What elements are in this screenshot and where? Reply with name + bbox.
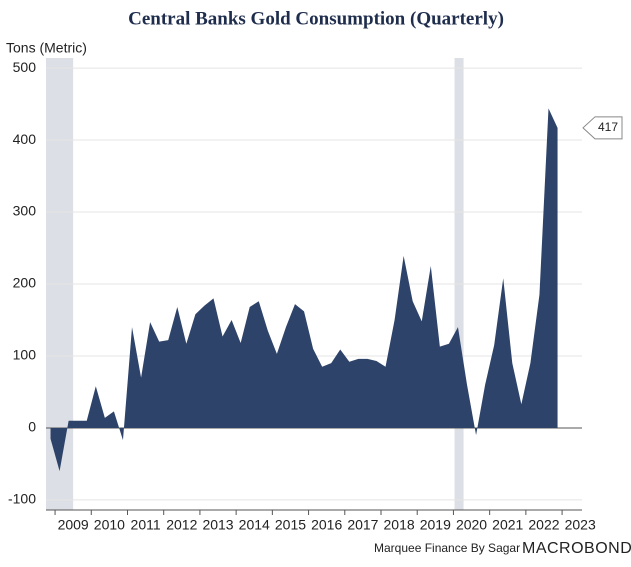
x-tick-label: 2015: [275, 517, 306, 533]
y-tick-label: 500: [13, 59, 37, 75]
source: Marquee Finance By Sagar: [374, 541, 520, 555]
x-tick-label: 2012: [166, 517, 197, 533]
chart-title: Central Banks Gold Consumption (Quarterl…: [128, 8, 504, 29]
x-tick-label: 2020: [456, 517, 487, 533]
y-tick-label: 300: [13, 203, 37, 219]
x-tick-label: 2013: [202, 517, 233, 533]
y-tick-label: 400: [13, 131, 37, 147]
y-tick-label: 200: [13, 275, 37, 291]
x-tick-label: 2022: [528, 517, 559, 533]
x-tick-label: 2017: [347, 517, 378, 533]
x-tick-label: 2023: [565, 517, 596, 533]
x-tick-label: 2016: [311, 517, 342, 533]
x-tick-label: 2010: [94, 517, 125, 533]
value-callout: [582, 116, 623, 140]
y-tick-label: 0: [28, 419, 36, 435]
brand: MACROBOND: [522, 540, 631, 557]
y-tick-label: 100: [13, 347, 37, 363]
x-tick-label: 2018: [384, 517, 415, 533]
area: [50, 108, 558, 472]
value-label: 417: [598, 120, 618, 134]
x-tick-label: 2019: [420, 517, 451, 533]
x-tick-label: 2014: [239, 517, 270, 533]
y-tick-label: -100: [8, 491, 36, 507]
x-tick-label: 2009: [58, 517, 89, 533]
y-axis-label: Tons (Metric): [6, 40, 87, 56]
x-tick-label: 2011: [131, 517, 161, 533]
x-tick-label: 2021: [492, 517, 523, 533]
